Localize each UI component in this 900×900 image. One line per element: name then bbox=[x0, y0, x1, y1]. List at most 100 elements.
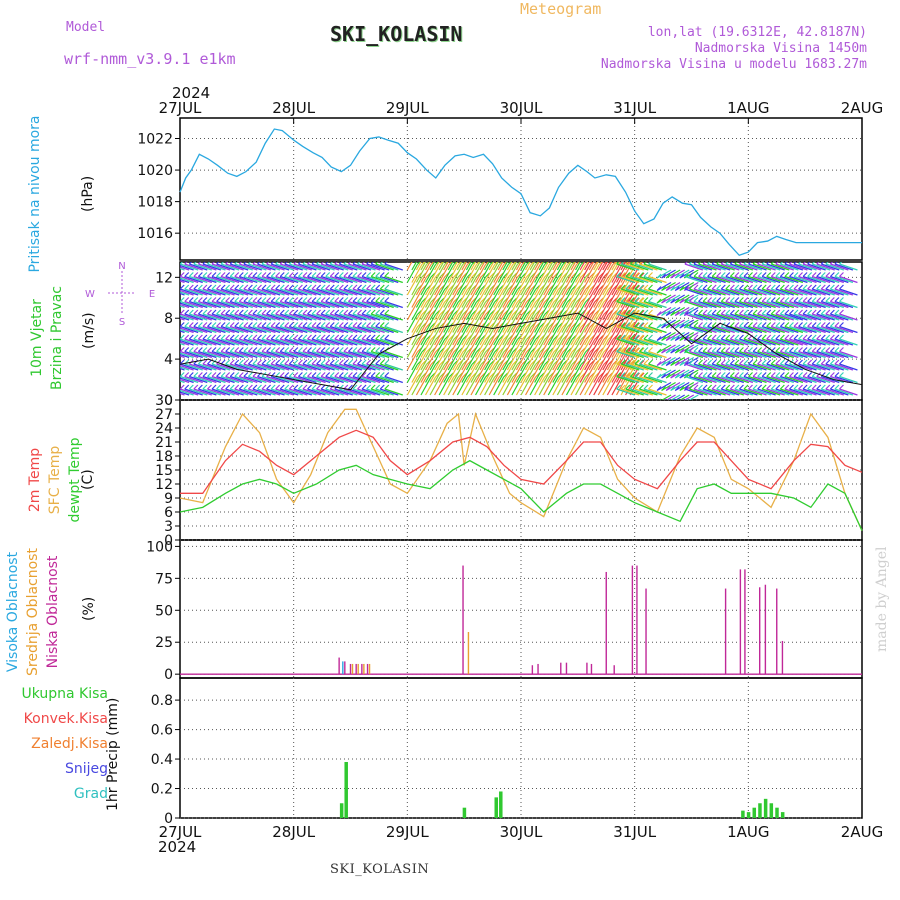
wind-barb bbox=[597, 301, 609, 321]
wind-barb bbox=[830, 363, 849, 371]
wind-barb bbox=[384, 350, 403, 359]
wind-barb-flag bbox=[761, 359, 767, 365]
wind-barb bbox=[266, 275, 285, 284]
wind-barb-flag bbox=[302, 297, 308, 302]
wind-barb-flag bbox=[284, 347, 290, 352]
wind-barb-flag bbox=[293, 284, 299, 290]
wind-barb bbox=[198, 300, 217, 309]
wind-barb-flag bbox=[284, 284, 290, 290]
wind-barb-flag bbox=[716, 262, 720, 265]
wind-barb bbox=[834, 363, 854, 371]
wind-barb-flag bbox=[625, 347, 631, 352]
wind-barb bbox=[424, 301, 437, 321]
wind-barb-flag bbox=[375, 272, 381, 277]
wind-barb-flag bbox=[211, 347, 217, 352]
wind-barb bbox=[520, 262, 527, 271]
wind-barb bbox=[502, 264, 514, 283]
wind-barb-flag bbox=[688, 309, 694, 315]
wind-barb bbox=[543, 326, 555, 346]
wind-barb-flag bbox=[439, 262, 444, 265]
wind-barb bbox=[716, 263, 735, 271]
wind-barb bbox=[461, 262, 468, 271]
wind-barb-flag bbox=[284, 272, 290, 277]
wind-barb bbox=[284, 288, 303, 296]
wind-barb-flag bbox=[302, 372, 308, 377]
wind-barb-flag bbox=[445, 248, 449, 252]
wind-barb-flag bbox=[613, 248, 617, 252]
wind-barb-flag bbox=[711, 347, 717, 352]
wind-barb bbox=[565, 301, 577, 321]
wind-barb-flag bbox=[229, 262, 234, 265]
wind-barb-field bbox=[162, 248, 858, 400]
wind-barb bbox=[298, 300, 317, 309]
wind-barb bbox=[456, 351, 468, 371]
wind-barb-flag bbox=[811, 272, 817, 277]
wind-barb-flag bbox=[302, 334, 308, 340]
wind-barb bbox=[570, 364, 582, 383]
wind-barb-flag bbox=[343, 297, 349, 302]
wind-barb-flag bbox=[352, 297, 358, 302]
wind-barb-flag bbox=[616, 322, 622, 327]
wind-barb bbox=[656, 281, 672, 292]
wind-barb bbox=[198, 275, 217, 284]
wind-barb-flag bbox=[757, 297, 763, 302]
wind-barb-flag bbox=[739, 347, 744, 352]
wind-barb bbox=[707, 350, 726, 359]
wind-barb bbox=[811, 288, 831, 296]
wind-barb bbox=[366, 375, 385, 384]
wind-barb bbox=[784, 350, 804, 359]
wind-barb bbox=[493, 262, 499, 271]
wind-barb bbox=[316, 388, 335, 396]
wind-barb-flag bbox=[683, 373, 689, 379]
wind-barb-flag bbox=[162, 373, 166, 377]
wind-barb-flag bbox=[279, 347, 285, 352]
wind-barb-flag bbox=[334, 284, 340, 290]
wind-barb-flag bbox=[716, 347, 722, 352]
wind-barb-flag bbox=[366, 372, 372, 377]
wind-barb bbox=[634, 375, 654, 384]
wind-barb bbox=[415, 326, 427, 346]
wind-barb-flag bbox=[725, 284, 731, 290]
wind-barb-flag bbox=[247, 262, 252, 265]
wind-barb-flag bbox=[334, 262, 338, 265]
wind-barb bbox=[493, 276, 505, 296]
wind-barb-flag bbox=[252, 322, 258, 327]
wind-barb-flag bbox=[211, 372, 217, 377]
wind-barb-flag bbox=[739, 309, 744, 315]
wind-barb bbox=[748, 300, 767, 309]
wind-barb bbox=[588, 264, 600, 283]
wind-barb-flag bbox=[798, 322, 803, 327]
wind-barb bbox=[648, 350, 667, 359]
wind-barb bbox=[316, 338, 335, 346]
wind-barb-flag bbox=[779, 284, 785, 290]
wind-barb-flag bbox=[188, 309, 194, 315]
wind-barb-flag bbox=[839, 309, 844, 315]
wind-barb-flag bbox=[352, 359, 358, 365]
wind-barb-flag bbox=[275, 309, 281, 315]
wind-barb bbox=[556, 289, 568, 308]
wind-barb bbox=[234, 275, 253, 284]
wind-barb-flag bbox=[384, 284, 390, 290]
wind-barb bbox=[757, 375, 776, 384]
wind-barb-flag bbox=[665, 348, 671, 354]
wind-barb-flag bbox=[275, 359, 281, 365]
wind-barb-flag bbox=[674, 286, 680, 291]
wind-barb bbox=[406, 351, 418, 371]
value-tick-label: 1016 bbox=[137, 226, 173, 242]
wind-barb bbox=[461, 326, 473, 346]
wind-barb bbox=[766, 375, 785, 384]
wind-barb-flag bbox=[802, 262, 806, 265]
wind-barb bbox=[438, 351, 450, 371]
wind-barb-flag bbox=[629, 322, 635, 327]
wind-barb bbox=[415, 262, 422, 271]
wind-barb bbox=[780, 275, 799, 284]
wind-barb bbox=[180, 375, 199, 384]
wind-barb bbox=[579, 326, 591, 346]
wind-barb-flag bbox=[275, 347, 281, 352]
wind-barb bbox=[479, 264, 491, 283]
wind-barb bbox=[693, 263, 713, 271]
wind-barb bbox=[343, 375, 363, 384]
wind-barb bbox=[620, 264, 632, 283]
wind-barb bbox=[211, 350, 231, 359]
wind-barb-flag bbox=[167, 373, 171, 377]
